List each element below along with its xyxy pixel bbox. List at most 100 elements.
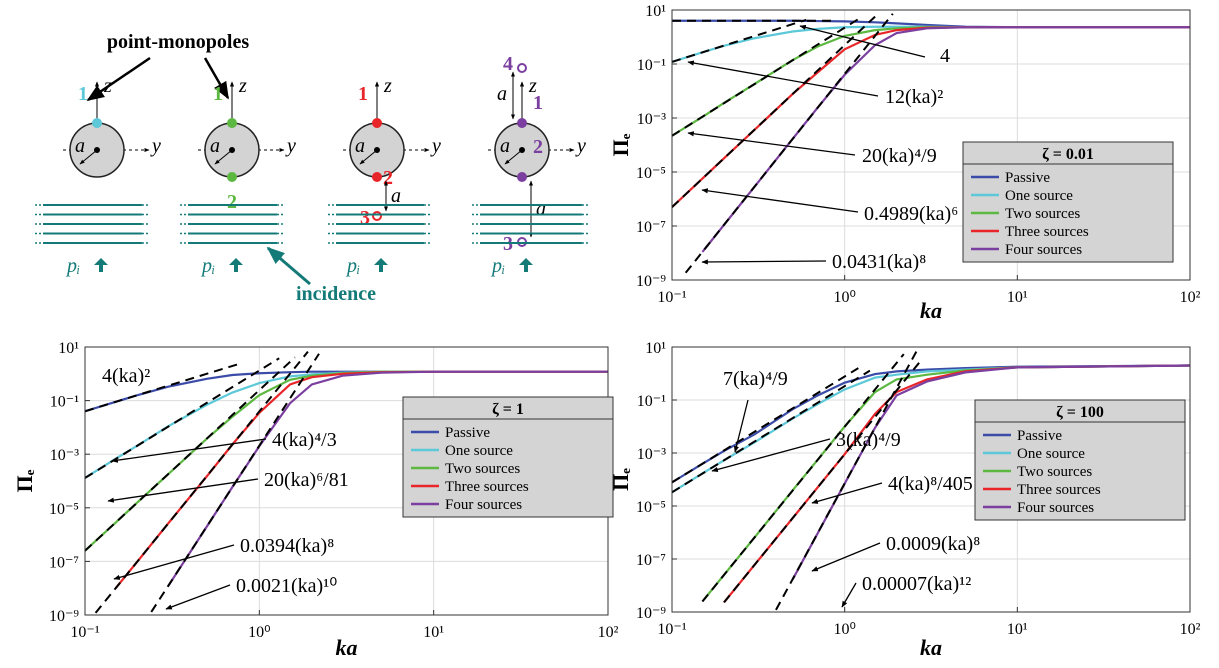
y-tick-label: 10¹ bbox=[645, 340, 666, 357]
legend-label: Two sources bbox=[1017, 464, 1092, 480]
annotation-arrow bbox=[687, 60, 879, 97]
y-tick-label: 10⁻³ bbox=[637, 446, 666, 463]
x-tick-label: 10¹ bbox=[1007, 621, 1028, 638]
legend-box bbox=[962, 141, 1174, 263]
x-tick-label: 10² bbox=[1180, 621, 1201, 638]
annotation: 4 bbox=[940, 45, 950, 67]
annotation: 7(ka)⁴/9 bbox=[723, 368, 788, 390]
annotation-arrow bbox=[113, 544, 235, 580]
y-tick-label: 10⁻⁵ bbox=[49, 501, 79, 518]
source bbox=[227, 172, 237, 182]
chart: 10⁻⁹ 10⁻⁷ 10⁻⁵ 10⁻³ 10⁻¹ 10¹ 10⁻¹ 10⁰ 10¹ 10² 4 12(… bbox=[608, 3, 1201, 323]
y-tick-label: 10¹ bbox=[58, 340, 79, 357]
y-label: y bbox=[430, 135, 441, 157]
x-tick-label: 10⁰ bbox=[833, 621, 855, 638]
charts: 10⁻⁹ 10⁻⁷ 10⁻⁵ 10⁻³ 10⁻¹ 10¹ 10⁻¹ 10⁰ 10¹ 10² 4 12(… bbox=[12, 3, 1201, 660]
y-axis-label: Πₑ bbox=[608, 468, 633, 491]
asymptote bbox=[672, 369, 871, 494]
annotation-arrow bbox=[687, 131, 856, 156]
annotation: 0.0431(ka)⁸ bbox=[832, 251, 926, 273]
y-tick-label: 10⁻⁹ bbox=[636, 605, 666, 622]
radius bbox=[504, 149, 523, 165]
legend-label: Passive bbox=[445, 425, 490, 441]
radius-label: a bbox=[210, 135, 220, 157]
source bbox=[372, 118, 382, 128]
asymptote bbox=[775, 351, 918, 611]
y-tick-label: 10⁻¹ bbox=[637, 393, 666, 410]
asymptote bbox=[85, 356, 296, 552]
arrow bbox=[86, 56, 151, 102]
chart: 10⁻⁹ 10⁻⁷ 10⁻⁵ 10⁻³ 10⁻¹ 10¹ 10⁻¹ 10⁰ 10¹ 10² 7(ka… bbox=[608, 340, 1201, 660]
asymptote bbox=[672, 367, 859, 484]
legend-label: Two sources bbox=[1005, 206, 1080, 222]
annotation: 20(ka)⁴/9 bbox=[862, 145, 937, 167]
y-tick-label: 10⁻⁷ bbox=[636, 219, 666, 236]
y-tick-label: 10⁻⁹ bbox=[49, 608, 79, 625]
source bbox=[372, 172, 382, 182]
annotation: 12(ka)² bbox=[885, 86, 943, 108]
plot bbox=[672, 13, 1190, 274]
annotation: 0.4989(ka)⁶ bbox=[864, 203, 958, 225]
annotation: 20(ka)⁶/81 bbox=[264, 469, 349, 491]
x-tick-label: 10² bbox=[1180, 289, 1201, 306]
y-tick-label: 10⁻⁵ bbox=[636, 499, 666, 516]
annotation-arrow bbox=[811, 542, 881, 572]
y-tick-label: 10¹ bbox=[645, 3, 666, 20]
x-tick-label: 10⁻¹ bbox=[657, 621, 686, 638]
x-axis-label: ka bbox=[920, 298, 942, 323]
legend-label: One source bbox=[1005, 188, 1073, 204]
y-tick-label: 10⁻⁹ bbox=[636, 273, 666, 290]
asymptote bbox=[94, 351, 309, 614]
annotation-arrow bbox=[799, 24, 926, 58]
source-label: 3 bbox=[360, 207, 370, 229]
radius bbox=[79, 149, 98, 165]
legend: ζ = 100 Passive One source Two sources Three… bbox=[974, 399, 1186, 521]
annotation-arrow bbox=[107, 478, 259, 503]
source-label: 4 bbox=[503, 53, 513, 75]
source bbox=[372, 211, 382, 221]
legend-title: ζ = 0.01 bbox=[1042, 146, 1094, 163]
plot-frame bbox=[671, 346, 1191, 613]
annotation-arrow bbox=[841, 582, 857, 608]
source bbox=[227, 118, 237, 128]
legend-label: Four sources bbox=[445, 497, 522, 513]
asymptote bbox=[684, 13, 894, 274]
plot bbox=[672, 351, 1190, 611]
y-label: y bbox=[150, 135, 161, 157]
diagram-title: point-monopoles bbox=[107, 31, 249, 53]
legend-label: Four sources bbox=[1005, 242, 1082, 258]
source-label: 1 bbox=[78, 83, 88, 105]
legend-label: One source bbox=[445, 443, 513, 459]
x-tick-label: 10¹ bbox=[423, 624, 444, 641]
annotation: 3(ka)⁴/9 bbox=[836, 429, 901, 451]
y-axis-label: Πₑ bbox=[12, 469, 37, 492]
x-tick-label: 10⁰ bbox=[833, 289, 855, 306]
annotation-arrow bbox=[711, 438, 831, 472]
asymptote bbox=[701, 353, 905, 603]
annotation: 0.0394(ka)⁸ bbox=[240, 535, 334, 557]
source bbox=[92, 118, 102, 128]
legend-label: Passive bbox=[1017, 428, 1062, 444]
distance-label: a bbox=[391, 185, 401, 207]
asymptote bbox=[672, 18, 859, 137]
plot-frame bbox=[671, 9, 1191, 281]
y-tick-label: 10⁻¹ bbox=[50, 394, 79, 411]
source-label: 1 bbox=[533, 92, 543, 114]
legend-title: ζ = 100 bbox=[1056, 404, 1104, 421]
x-tick-label: 10⁻¹ bbox=[70, 624, 99, 641]
source-label: 2 bbox=[383, 167, 393, 189]
y-tick-label: 10⁻³ bbox=[50, 447, 79, 464]
source bbox=[517, 172, 527, 182]
x-tick-label: 10⁻¹ bbox=[657, 289, 686, 306]
incidence-label: incidence bbox=[296, 283, 376, 305]
x-tick-label: 10¹ bbox=[1007, 289, 1028, 306]
y-label: y bbox=[285, 135, 296, 157]
annotation-arrow bbox=[701, 259, 827, 265]
source bbox=[517, 118, 527, 128]
y-axis-label: Πₑ bbox=[608, 133, 633, 156]
pressure-label: pᵢ bbox=[200, 255, 215, 277]
radius bbox=[214, 149, 233, 165]
pressure-label: pᵢ bbox=[490, 255, 505, 277]
arrow bbox=[203, 57, 230, 100]
arrow bbox=[266, 246, 311, 286]
